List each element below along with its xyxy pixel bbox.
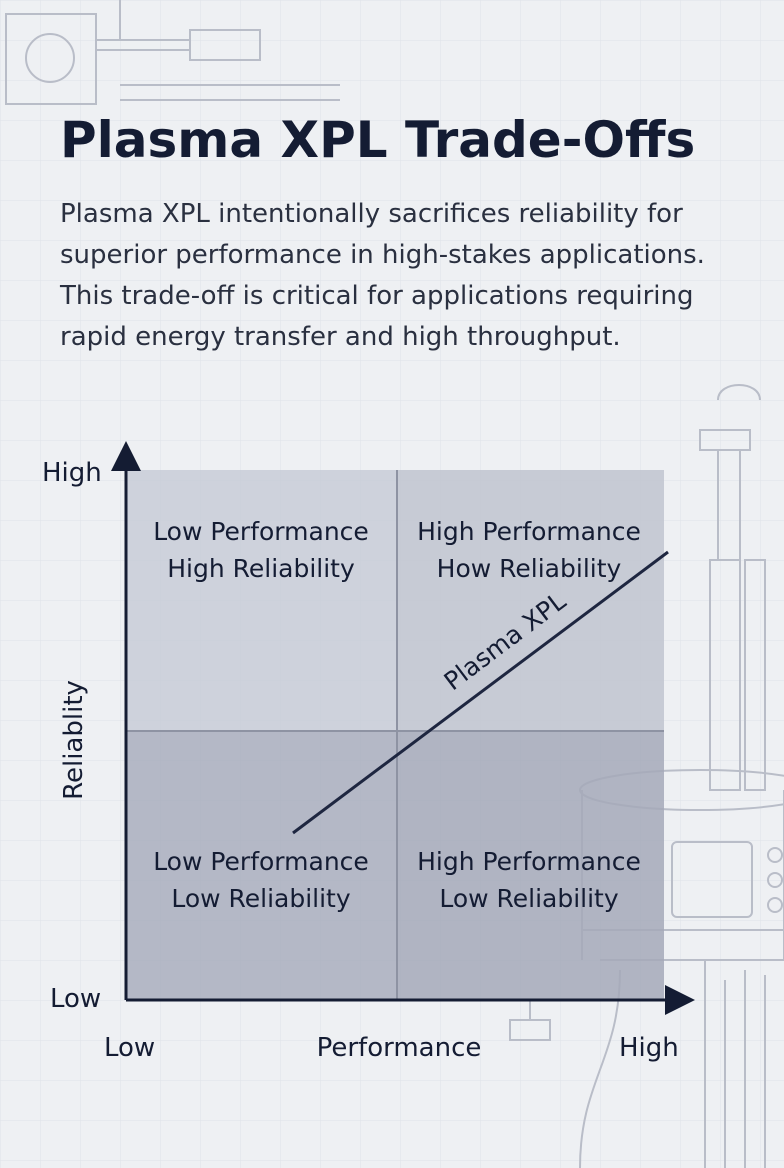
quadrant-label: Low Reliability <box>171 884 351 913</box>
quadrant-label: How Reliability <box>437 554 622 583</box>
quadrant <box>397 470 664 731</box>
description-line: This trade-off is critical for applicati… <box>59 281 694 311</box>
description: Plasma XPL intentionally sacrifices reli… <box>59 199 705 352</box>
quadrant <box>397 731 664 1000</box>
quadrant-label: Low Performance <box>153 847 369 876</box>
x-axis-label: Performance <box>317 1033 482 1063</box>
quadrant-labels: Low Performance High Reliability High Perf… <box>153 517 641 913</box>
quadrant-label: High Performance <box>417 517 641 546</box>
description-line: Plasma XPL intentionally sacrifices reli… <box>60 199 683 229</box>
x-high: High <box>619 1033 679 1063</box>
quadrant-label: Low Performance <box>153 517 369 546</box>
quadrant-label: High Performance <box>417 847 641 876</box>
description-line: superior performance in high-stakes appl… <box>60 240 705 270</box>
y-axis-label: Reliablity <box>59 680 89 800</box>
x-low: Low <box>104 1033 155 1063</box>
quadrant-label: Low Reliability <box>439 884 619 913</box>
quadrant-label: High Reliability <box>167 554 355 583</box>
description-line: rapid energy transfer and high throughpu… <box>60 322 621 352</box>
y-high: High <box>42 458 102 488</box>
y-low: Low <box>50 984 101 1014</box>
quadrant <box>126 470 397 731</box>
title: Plasma XPL Trade-Offs <box>60 111 695 169</box>
trend-line <box>292 550 669 835</box>
quadrant <box>126 731 397 1000</box>
